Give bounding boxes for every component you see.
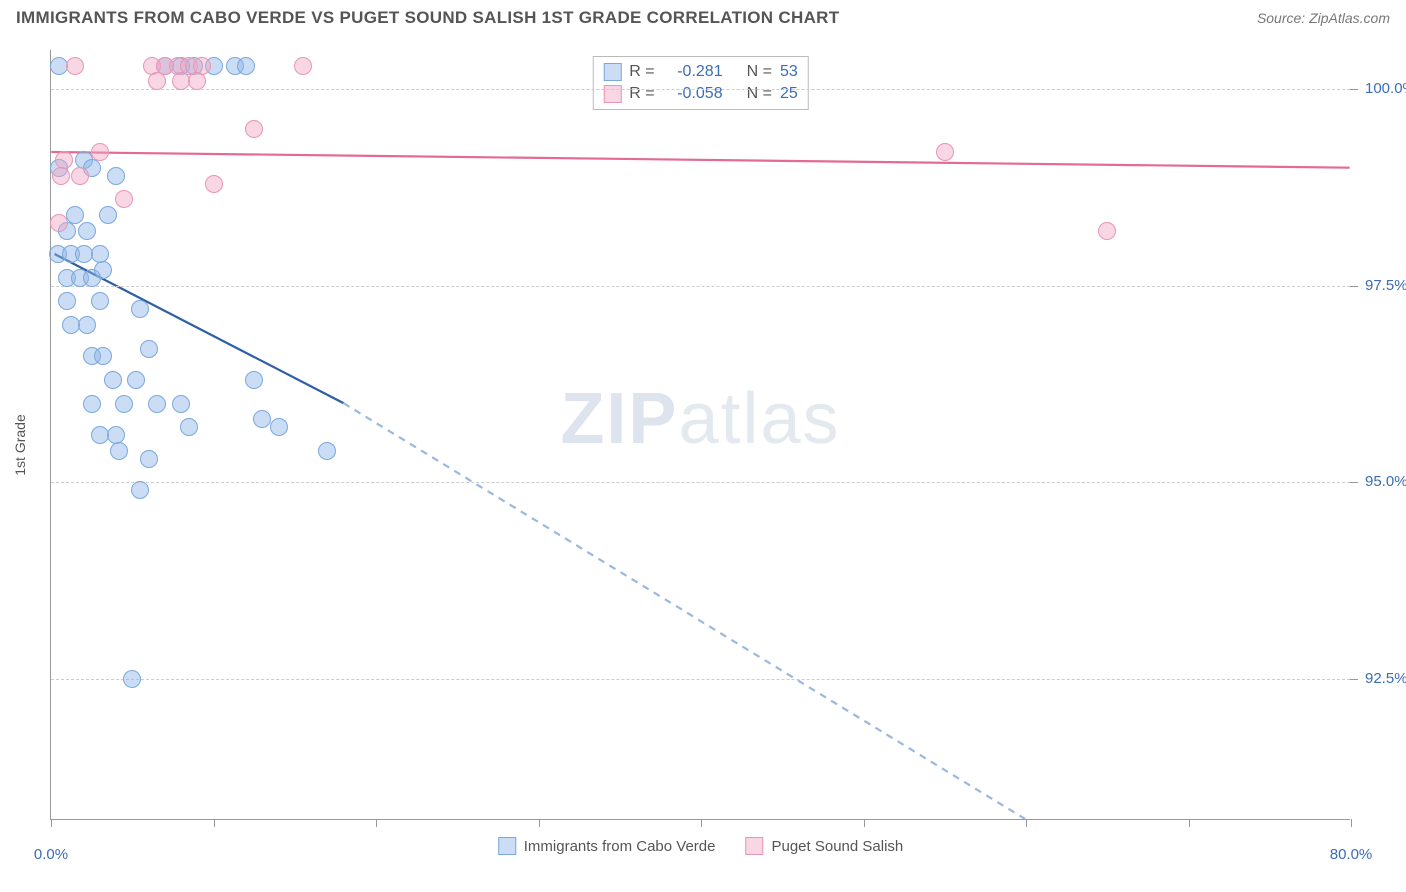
data-point [115, 190, 133, 208]
data-point [78, 316, 96, 334]
data-point [78, 222, 96, 240]
data-point [148, 72, 166, 90]
data-point [172, 395, 190, 413]
data-point [253, 410, 271, 428]
watermark-bold: ZIP [560, 379, 678, 459]
legend-series: Immigrants from Cabo Verde Puget Sound S… [498, 837, 904, 855]
regression-lines [51, 50, 1350, 819]
n-label: N = [747, 85, 772, 103]
data-point [107, 167, 125, 185]
x-tick [1351, 819, 1352, 827]
data-point [936, 143, 954, 161]
r-label: R = [629, 85, 654, 103]
n-value-pink: 25 [780, 85, 798, 103]
legend-stats-row-pink: R = -0.058 N = 25 [603, 83, 797, 105]
data-point [123, 670, 141, 688]
n-value-blue: 53 [780, 63, 798, 81]
swatch-blue-icon [498, 837, 516, 855]
header: IMMIGRANTS FROM CABO VERDE VS PUGET SOUN… [0, 0, 1406, 32]
data-point [237, 57, 255, 75]
x-tick [1189, 819, 1190, 827]
data-point [104, 371, 122, 389]
data-point [188, 72, 206, 90]
source-name: ZipAtlas.com [1309, 10, 1390, 26]
gridline-h [51, 679, 1350, 680]
data-point [99, 206, 117, 224]
source-prefix: Source: [1257, 10, 1309, 26]
legend-item-pink: Puget Sound Salish [745, 837, 903, 855]
data-point [110, 442, 128, 460]
data-point [131, 300, 149, 318]
data-point [180, 418, 198, 436]
y-axis-title: 1st Grade [12, 414, 28, 475]
x-tick [1026, 819, 1027, 827]
legend-item-blue: Immigrants from Cabo Verde [498, 837, 716, 855]
gridline-h [51, 286, 1350, 287]
data-point [205, 175, 223, 193]
data-point [58, 292, 76, 310]
r-label: R = [629, 63, 654, 81]
data-point [50, 214, 68, 232]
data-point [318, 442, 336, 460]
data-point [140, 450, 158, 468]
x-tick-label-max: 80.0% [1330, 846, 1373, 863]
page-title: IMMIGRANTS FROM CABO VERDE VS PUGET SOUN… [16, 8, 839, 28]
data-point [245, 120, 263, 138]
x-tick [539, 819, 540, 827]
plot-area: ZIPatlas R = -0.281 N = 53 R = -0.058 N … [50, 50, 1350, 820]
data-point [115, 395, 133, 413]
watermark: ZIPatlas [560, 378, 840, 460]
gridline-h [51, 482, 1350, 483]
y-tick-label: 100.0% [1365, 80, 1406, 97]
x-tick-label-min: 0.0% [34, 846, 68, 863]
scatter-chart: 1st Grade ZIPatlas R = -0.281 N = 53 R =… [50, 50, 1390, 840]
y-tick [1350, 482, 1358, 483]
r-value-blue: -0.281 [663, 63, 723, 81]
data-point [94, 347, 112, 365]
data-point [1098, 222, 1116, 240]
legend-stats-row-blue: R = -0.281 N = 53 [603, 61, 797, 83]
data-point [94, 261, 112, 279]
y-tick-label: 97.5% [1365, 277, 1406, 294]
data-point [83, 395, 101, 413]
y-tick-label: 92.5% [1365, 670, 1406, 687]
y-tick-label: 95.0% [1365, 473, 1406, 490]
swatch-blue [603, 63, 621, 81]
data-point [71, 167, 89, 185]
gridline-h [51, 89, 1350, 90]
data-point [91, 292, 109, 310]
x-tick [701, 819, 702, 827]
data-point [140, 340, 158, 358]
x-tick [214, 819, 215, 827]
x-tick [376, 819, 377, 827]
x-tick [51, 819, 52, 827]
data-point [66, 57, 84, 75]
swatch-pink-icon [745, 837, 763, 855]
data-point [148, 395, 166, 413]
y-tick [1350, 679, 1358, 680]
data-point [294, 57, 312, 75]
x-tick [864, 819, 865, 827]
legend-label-pink: Puget Sound Salish [771, 838, 903, 855]
data-point [91, 143, 109, 161]
n-label: N = [747, 63, 772, 81]
data-point [270, 418, 288, 436]
data-point [131, 481, 149, 499]
data-point [245, 371, 263, 389]
watermark-thin: atlas [678, 379, 840, 459]
data-point [52, 167, 70, 185]
y-tick [1350, 286, 1358, 287]
legend-stats: R = -0.281 N = 53 R = -0.058 N = 25 [592, 56, 808, 110]
data-point [127, 371, 145, 389]
swatch-pink [603, 85, 621, 103]
r-value-pink: -0.058 [663, 85, 723, 103]
y-tick [1350, 89, 1358, 90]
source-attribution: Source: ZipAtlas.com [1257, 10, 1390, 26]
legend-label-blue: Immigrants from Cabo Verde [524, 838, 716, 855]
